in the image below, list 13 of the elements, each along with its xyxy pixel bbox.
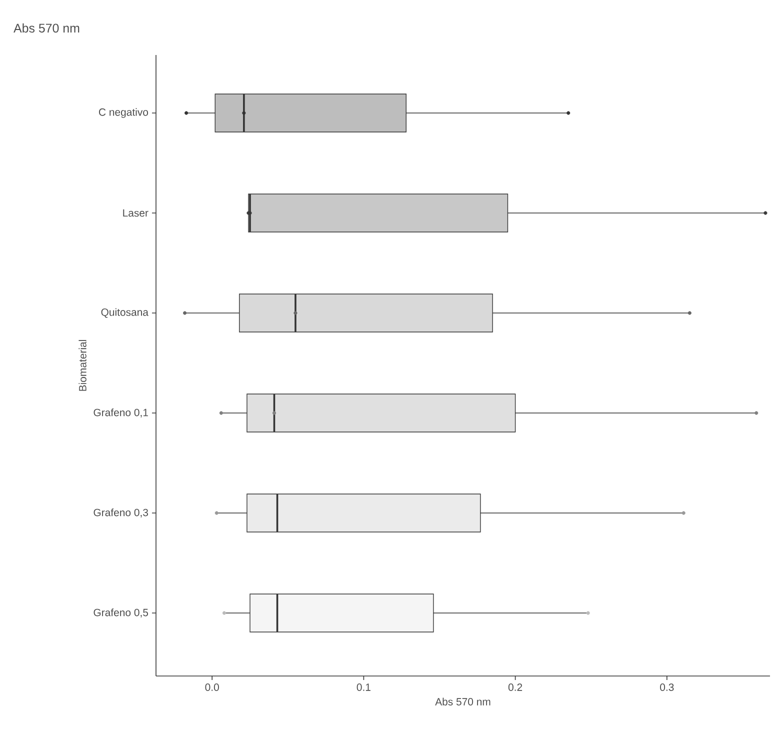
x-tick-label: 0.2 [508, 684, 522, 691]
x-tick-label: 0.0 [205, 684, 219, 691]
y-tick-label: Grafeno 0,5 [94, 608, 148, 618]
x-tick-label: 0.1 [356, 684, 370, 691]
x-axis-title: Abs 570 nm [435, 698, 490, 706]
y-tick-label: C negativo [99, 108, 148, 118]
y-tick-label: Laser [123, 209, 148, 217]
y-axis-title: Biomaterial [78, 340, 86, 391]
x-tick-label: 0.3 [660, 684, 674, 691]
text: Abs 570 nm [14, 23, 80, 33]
y-tick-label: Grafeno 0,3 [94, 508, 148, 518]
y-tick-label: Grafeno 0,1 [94, 408, 148, 418]
y-tick-label: Quitosana [101, 308, 148, 318]
